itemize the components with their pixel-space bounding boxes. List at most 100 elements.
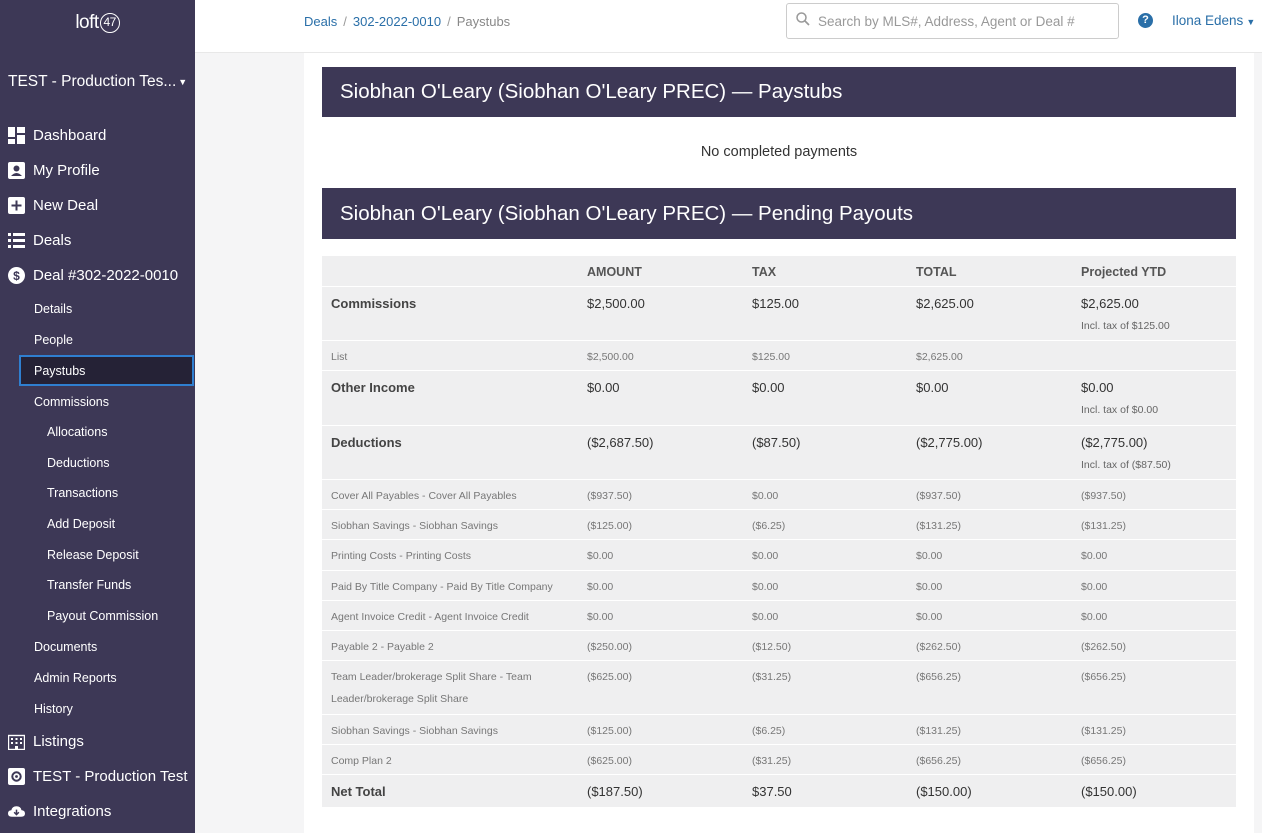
amount-cell: $0.00 [587,581,614,593]
tax-cell: $125.00 [752,351,790,363]
sidebar-item-listings[interactable]: Listings [0,724,195,759]
deduction-row: Siobhan Savings - Siobhan Savings ($125.… [322,510,1236,540]
logo[interactable]: loft 47 [0,0,195,46]
tax-cell: ($87.50) [752,435,801,450]
sidebar-item-label: Deductions [47,455,110,470]
profile-icon [8,162,25,179]
breadcrumb-separator: / [447,14,451,29]
help-icon[interactable]: ? [1138,13,1153,28]
ytd-tax-note: Incl. tax of ($87.50) [1081,459,1171,471]
dashboard-icon [8,127,25,144]
total-cell: $2,625.00 [916,351,963,363]
row-label: Siobhan Savings - Siobhan Savings [331,725,498,737]
ytd-cell: ($150.00) [1081,784,1137,799]
gear-icon [8,768,25,786]
logo-badge: 47 [99,13,120,33]
sidebar-item-company-settings[interactable]: TEST - Production Test [0,759,195,794]
sidebar-item-transactions[interactable]: Transactions [0,478,195,509]
sidebar-item-label: Allocations [47,425,108,440]
amount-cell: $2,500.00 [587,296,645,311]
tax-cell: ($6.25) [752,725,786,737]
sidebar-item-allocations[interactable]: Allocations [0,417,195,448]
total-cell: ($2,775.00) [916,435,983,450]
sidebar-item-deals[interactable]: Deals [0,223,195,258]
amount-cell: $0.00 [587,611,614,623]
sidebar-item-label: Transfer Funds [47,578,132,593]
sidebar-item-deductions[interactable]: Deductions [0,448,195,479]
row-label: Agent Invoice Credit - Agent Invoice Cre… [331,611,529,623]
sidebar-item-label: Integrations [33,803,112,821]
tax-cell: ($6.25) [752,520,786,532]
tax-cell: $0.00 [752,550,779,562]
search-input[interactable] [818,13,1108,29]
company-switcher[interactable]: TEST - Production Tes... ▼ [0,46,195,118]
sidebar-item-people[interactable]: People [0,324,195,355]
sidebar-item-release-deposit[interactable]: Release Deposit [0,539,195,570]
sidebar-item-new-deal[interactable]: New Deal [0,188,195,223]
amount-cell: ($625.00) [587,671,632,683]
user-menu[interactable]: Ilona Edens ▼ [1172,13,1255,28]
sidebar-item-admin-reports[interactable]: Admin Reports [0,662,195,693]
deduction-row: Team Leader/brokerage Split Share - Team… [322,661,1236,715]
breadcrumb-deals[interactable]: Deals [304,14,338,29]
sidebar-item-add-deposit[interactable]: Add Deposit [0,509,195,540]
column-header: AMOUNT [587,265,642,279]
ytd-cell: ($131.25) [1081,520,1126,532]
row-label: Siobhan Savings - Siobhan Savings [331,520,498,532]
sidebar-item-documents[interactable]: Documents [0,631,195,662]
deduction-row: Comp Plan 2 ($625.00) ($31.25) ($656.25)… [322,745,1236,775]
sidebar-item-label: People [34,332,73,347]
ytd-cell: $0.00 [1081,611,1108,623]
dollar-circle-icon: $ [8,267,25,284]
search-box[interactable] [786,3,1119,39]
row-label: List [331,351,348,363]
amount-cell: ($250.00) [587,641,632,653]
row-label: Paid By Title Company - Paid By Title Co… [331,581,553,593]
tax-cell: $0.00 [752,611,779,623]
sidebar-item-label: Add Deposit [47,517,116,532]
building-icon [8,733,25,751]
sidebar-item-paystubs[interactable]: Paystubs [19,355,194,386]
breadcrumb: Deals / 302-2022-0010 / Paystubs [304,14,510,29]
sidebar-item-transfer-funds[interactable]: Transfer Funds [0,570,195,601]
sidebar-item-current-deal[interactable]: $ Deal #302-2022-0010 [0,258,195,293]
net-total-row: Net Total ($187.50) $37.50 ($150.00) ($1… [322,775,1236,807]
empty-state: No completed payments [700,144,858,160]
ytd-cell: $0.00 [1081,550,1108,562]
breadcrumb-deal[interactable]: 302-2022-0010 [352,14,442,29]
sidebar-item-details[interactable]: Details [0,293,195,324]
row-label: Printing Costs - Printing Costs [331,550,472,562]
amount-cell: ($125.00) [587,520,632,532]
list-row: List $2,500.00 $125.00 $2,625.00 [322,341,1236,371]
row-label: Team Leader/brokerage Split Share - Team… [331,671,532,705]
total-cell: $0.00 [916,550,943,562]
ytd-value: $0.00 [1081,380,1114,395]
sidebar-item-label: TEST - Production Test [33,768,188,786]
caret-down-icon: ▼ [1246,17,1256,27]
sidebar-item-payout-commission[interactable]: Payout Commission [0,601,195,632]
tax-cell: ($31.25) [752,755,792,767]
sidebar: loft 47 TEST - Production Tes... ▼ Dashboa… [0,0,195,833]
amount-cell: $0.00 [587,380,620,395]
row-label: Cover All Payables - Cover All Payables [331,490,517,502]
sidebar-item-history[interactable]: History [0,693,195,724]
sidebar-item-label: Transactions [47,486,119,501]
total-cell: $0.00 [916,380,949,395]
row-label: Commissions [331,296,417,311]
total-cell: $0.00 [916,581,943,593]
sidebar-item-integrations[interactable]: Integrations [0,794,195,829]
total-cell: $2,625.00 [916,296,974,311]
sidebar-item-label: Payout Commission [47,608,159,623]
amount-cell: ($125.00) [587,725,632,737]
sidebar-item-my-profile[interactable]: My Profile [0,153,195,188]
ytd-tax-note: Incl. tax of $125.00 [1081,320,1170,332]
amount-cell: ($187.50) [587,784,643,799]
row-label: Payable 2 - Payable 2 [331,641,434,653]
sidebar-item-commissions[interactable]: Commissions [0,386,195,417]
total-cell: ($656.25) [916,755,961,767]
sidebar-item-label: Deals [33,232,72,249]
ytd-value: ($2,775.00) [1081,435,1148,450]
sidebar-item-dashboard[interactable]: Dashboard [0,118,195,153]
top-header: Deals / 302-2022-0010 / Paystubs ? Ilona Ede… [195,0,1262,53]
breadcrumb-current: Paystubs [456,14,511,29]
